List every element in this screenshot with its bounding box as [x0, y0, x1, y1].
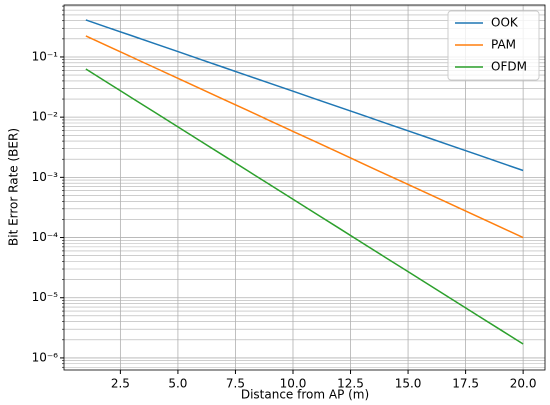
legend-box — [447, 10, 540, 81]
y-tick-label: 10⁻⁵ — [32, 290, 59, 304]
legend-label: PAM — [491, 38, 516, 52]
y-tick-label: 10⁻¹ — [32, 49, 59, 63]
series-line — [85, 35, 524, 239]
legend: OOK PAM OFDM — [447, 10, 540, 81]
x-tick-label: 2.5 — [111, 377, 130, 391]
y-tick-label: 10⁻⁴ — [32, 230, 59, 244]
plot-frame — [63, 4, 546, 371]
series-line — [85, 68, 524, 345]
x-tick-label: 10.0 — [280, 377, 307, 391]
x-tick-label: 12.5 — [337, 377, 364, 391]
x-tick-label: 15.0 — [395, 377, 422, 391]
series-line — [85, 19, 524, 172]
x-tick-label: 5.0 — [168, 377, 187, 391]
y-tick-label: 10⁻⁶ — [32, 350, 59, 364]
legend-label: OFDM — [491, 60, 527, 74]
x-axis-label: Distance from AP (m) — [241, 388, 369, 402]
x-tick-label: 17.5 — [452, 377, 479, 391]
x-tick-label: 20.0 — [510, 377, 537, 391]
y-tick-label: 10⁻² — [32, 110, 59, 124]
x-tick-label: 7.5 — [226, 377, 245, 391]
y-tick-label: 10⁻³ — [32, 170, 59, 184]
y-axis-label: Bit Error Rate (BER) — [7, 128, 21, 246]
legend-label: OOK — [491, 16, 519, 30]
